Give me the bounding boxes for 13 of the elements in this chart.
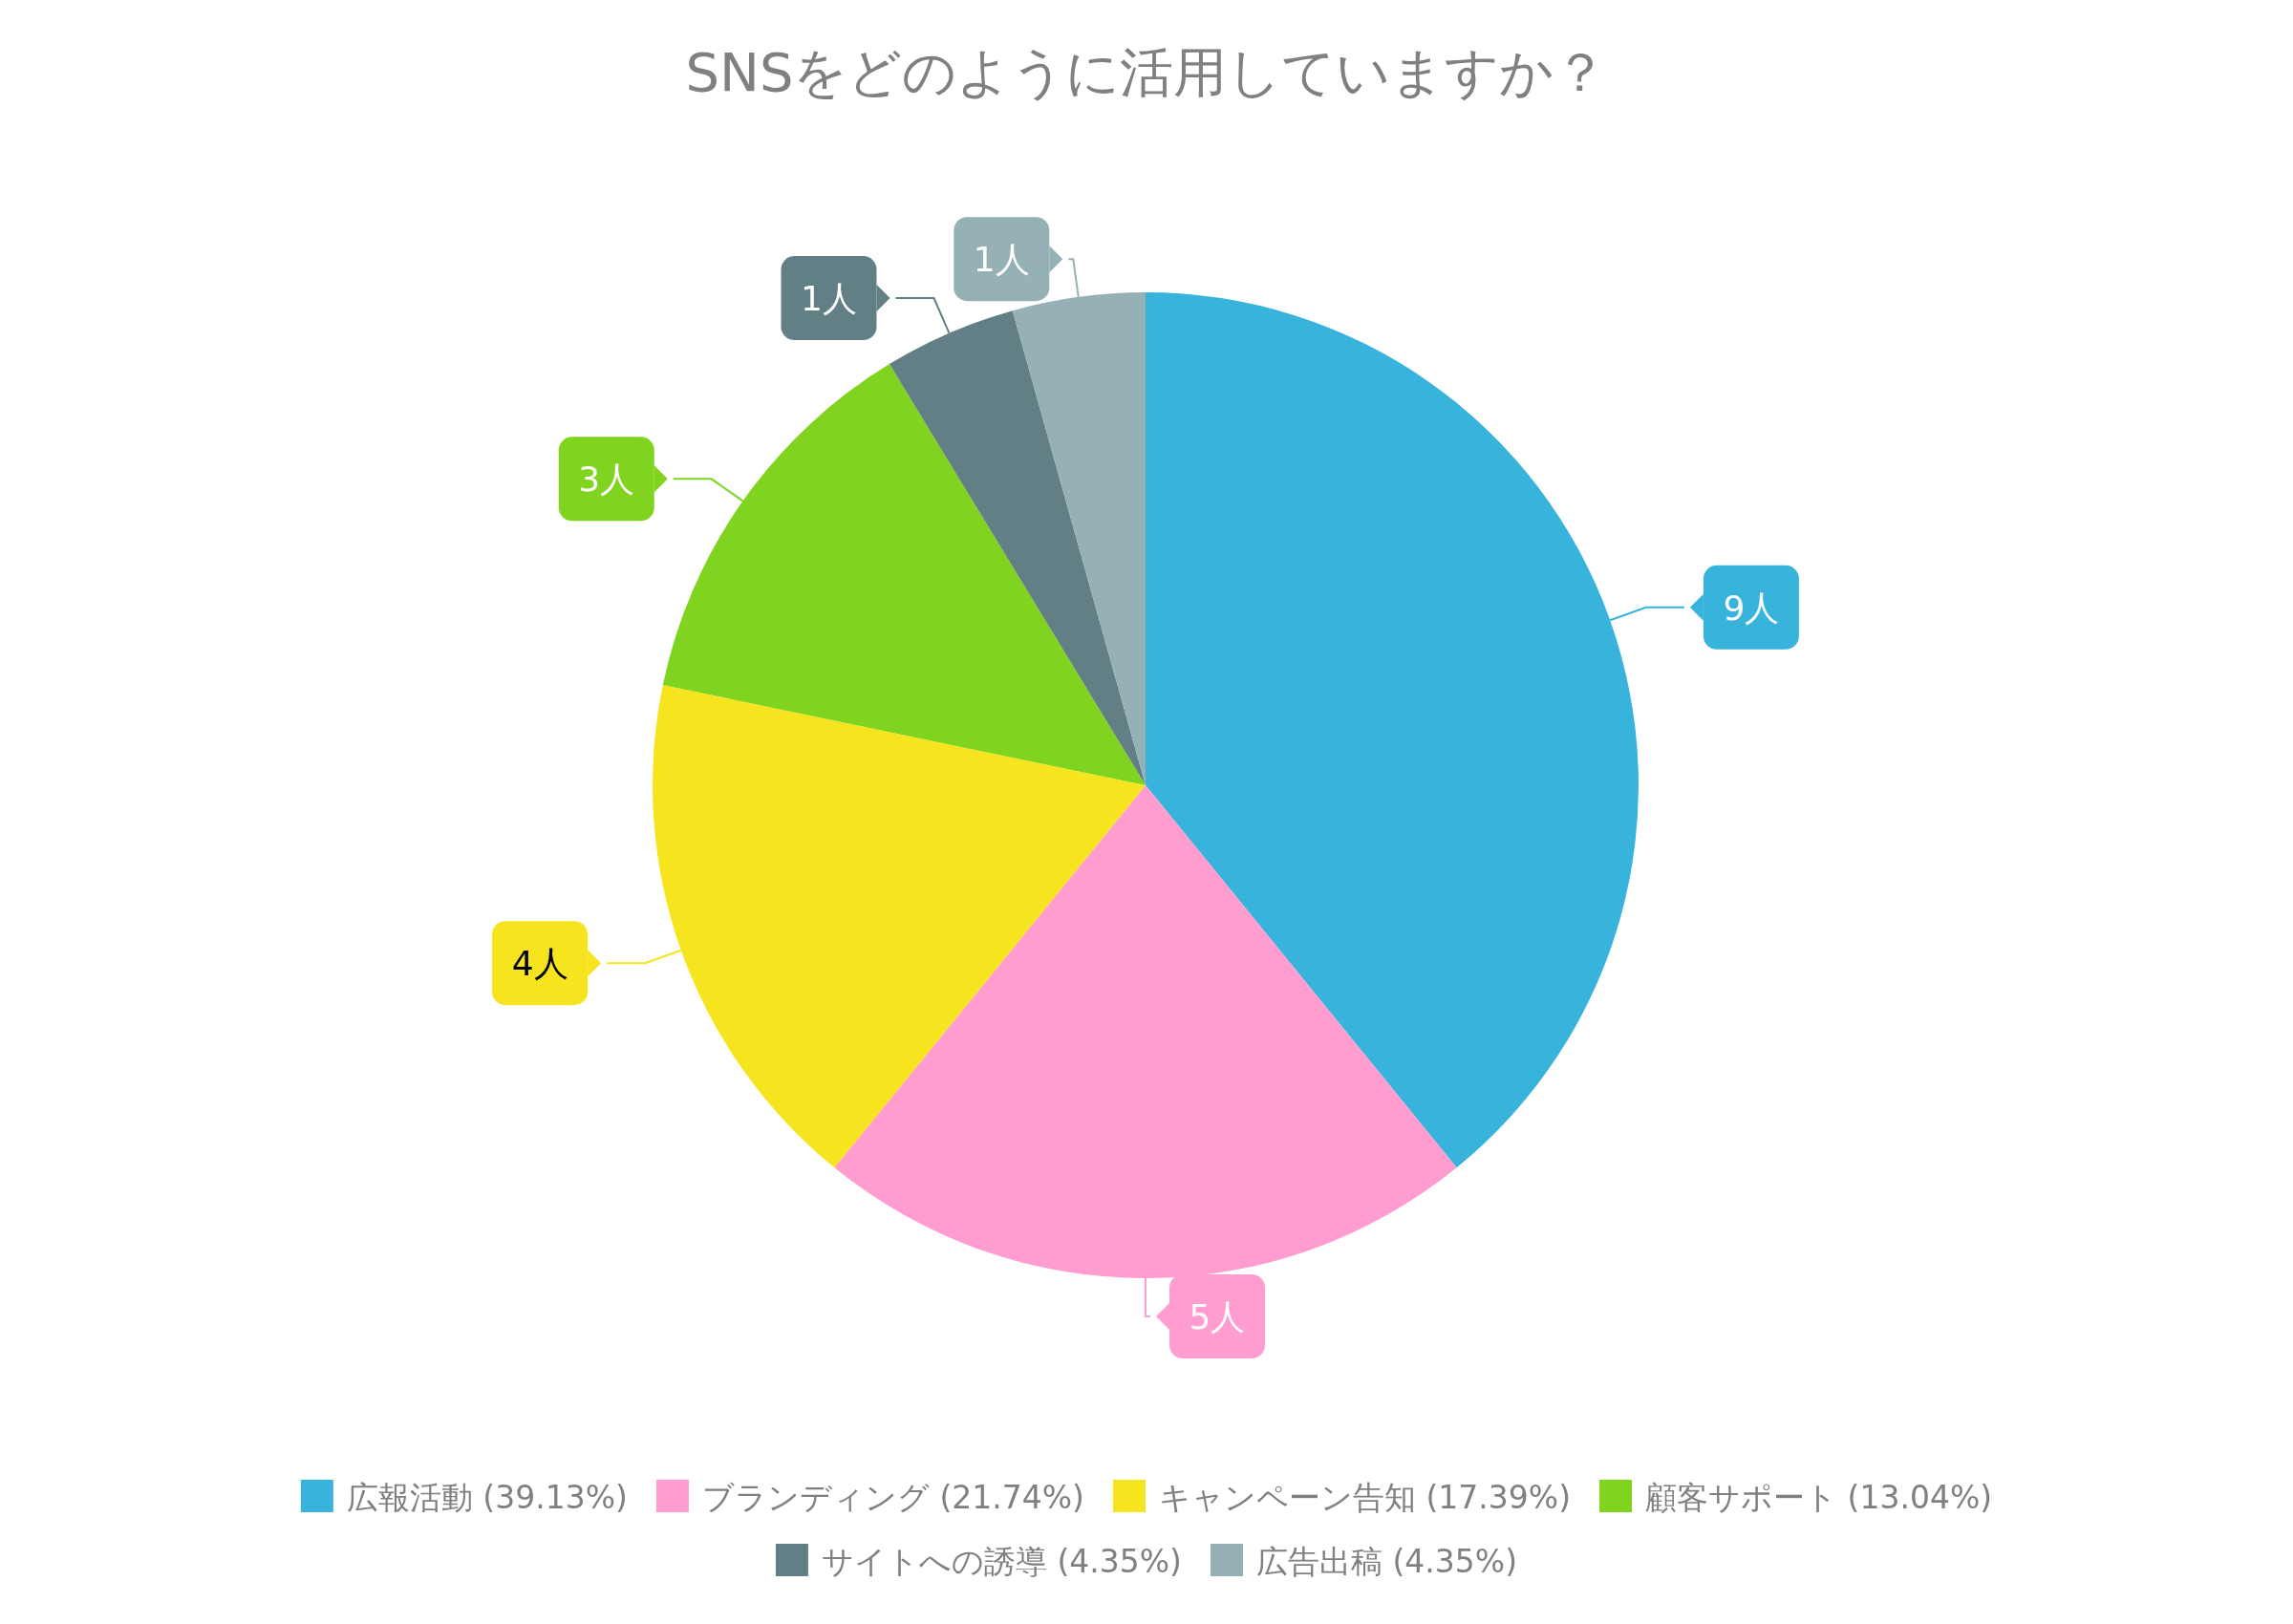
data-label: 9人 xyxy=(1723,588,1780,628)
legend-label: サイトへの誘導 (4.35%) xyxy=(821,1543,1182,1580)
data-label: 3人 xyxy=(578,459,635,500)
legend-label: 広報活動 (39.13%) xyxy=(346,1479,628,1516)
data-label: 5人 xyxy=(1189,1297,1246,1336)
data-label: 4人 xyxy=(511,944,568,984)
legend-label: 広告出稿 (4.35%) xyxy=(1256,1543,1518,1580)
legend-label: ブランディング (21.74%) xyxy=(701,1479,1084,1516)
legend-label: 顧客サポート (13.04%) xyxy=(1645,1479,1993,1516)
chart-title: SNSをどのように活用していますか？ xyxy=(685,41,1608,103)
data-label: 1人 xyxy=(973,240,1030,280)
legend-label: キャンペーン告知 (17.39%) xyxy=(1159,1479,1572,1516)
data-label: 1人 xyxy=(801,279,857,319)
